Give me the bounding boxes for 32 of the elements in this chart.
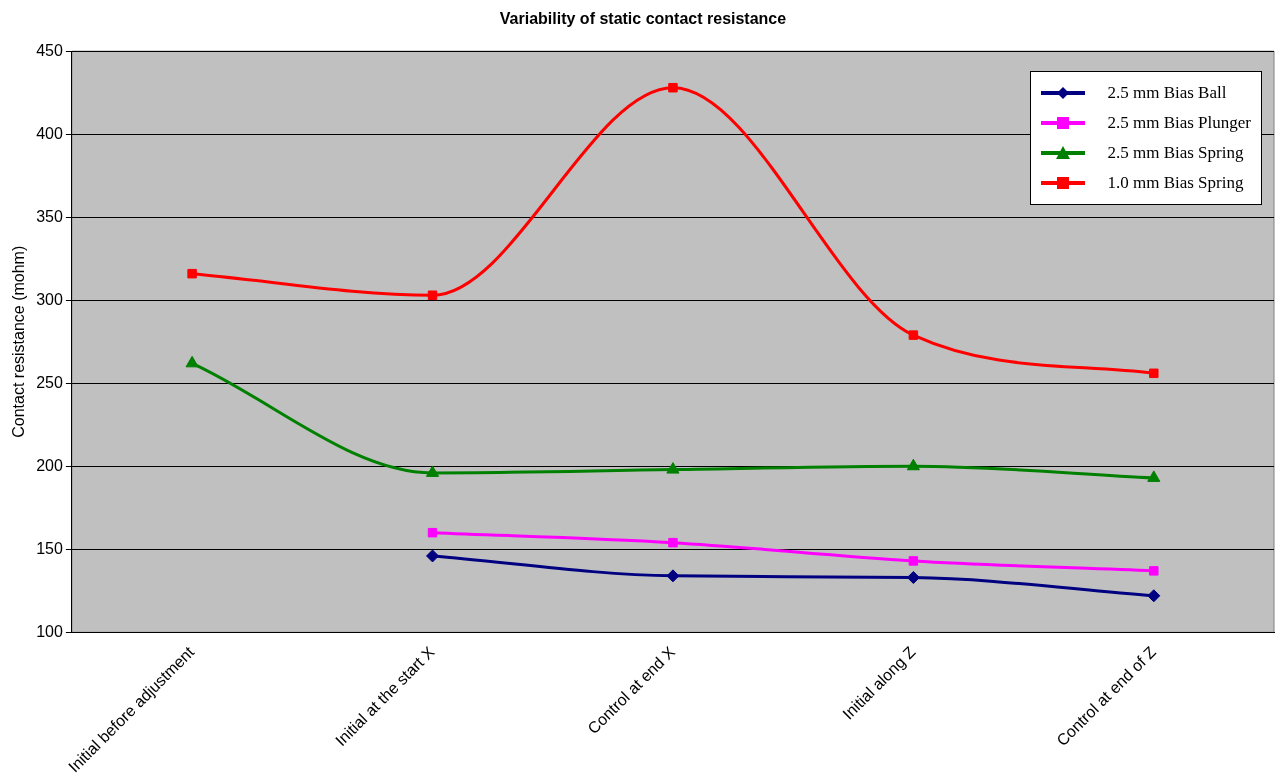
y-axis-title: Contact resistance (mohm)	[10, 245, 28, 438]
legend-label: 1.0 mm Bias Spring	[1107, 173, 1244, 194]
y-tick-label: 150	[36, 539, 63, 557]
y-tick-label: 250	[36, 373, 63, 391]
point	[908, 330, 919, 340]
point	[666, 462, 680, 474]
point	[187, 268, 197, 279]
point	[908, 556, 919, 566]
point	[185, 355, 199, 368]
point	[1149, 566, 1159, 576]
point	[1147, 470, 1161, 482]
y-tick-label: 350	[36, 207, 63, 225]
legend-label: 2.5 mm Bias Spring	[1107, 143, 1244, 164]
y-tick-label: 400	[36, 124, 63, 142]
point	[425, 465, 440, 477]
point	[906, 571, 920, 585]
point	[906, 458, 920, 471]
y-tick-label: 450	[36, 41, 63, 59]
chart-title: Variability of static contact resistance	[499, 10, 787, 28]
point	[426, 549, 440, 563]
point	[1147, 589, 1161, 603]
y-tick-label: 300	[36, 290, 63, 308]
y-tick-label: 100	[36, 622, 63, 640]
legend-label: 2.5 mm Bias Plunger	[1107, 113, 1251, 134]
point	[666, 569, 680, 583]
point	[427, 527, 438, 538]
point	[668, 82, 678, 93]
y-tick-label: 200	[36, 456, 63, 474]
point	[1149, 368, 1159, 379]
point	[427, 290, 438, 301]
point	[668, 537, 678, 548]
legend-label: 2.5 mm Bias Ball	[1107, 83, 1227, 104]
